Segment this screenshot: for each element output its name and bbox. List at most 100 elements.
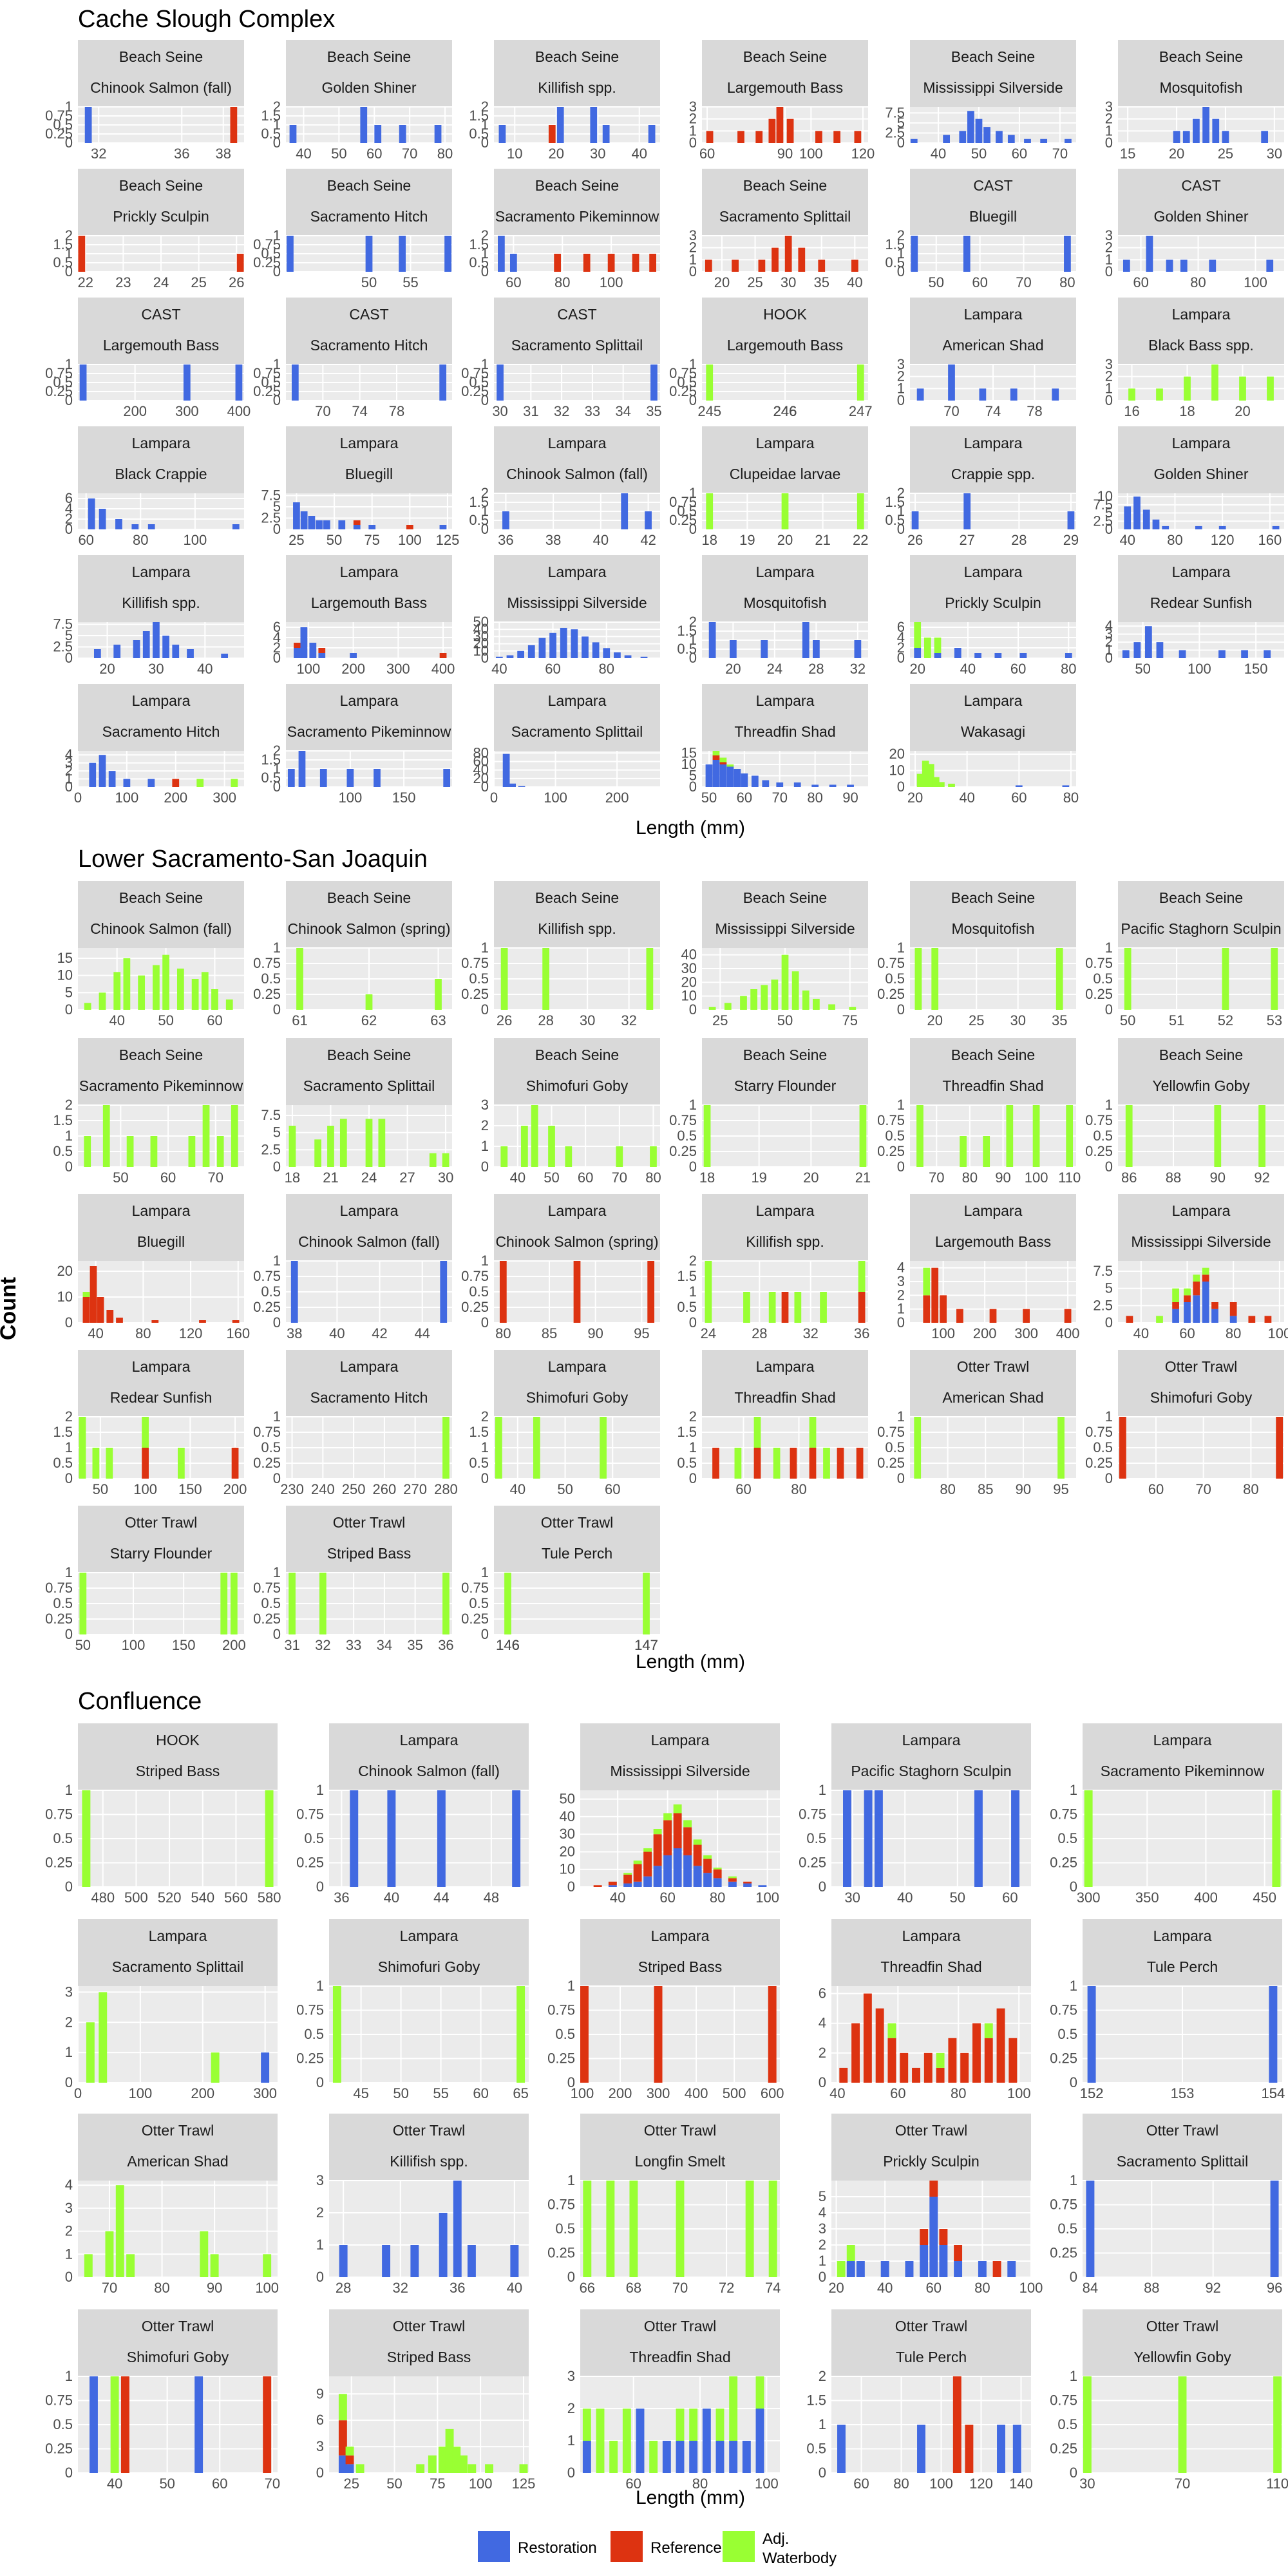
x-tick-label: 34 — [615, 403, 630, 419]
histogram-bar — [645, 511, 652, 529]
facet-method-label: Beach Seine — [951, 1046, 1035, 1063]
facet-species-label: Largemouth Bass — [103, 337, 219, 354]
x-tick-label: 51 — [1169, 1012, 1184, 1028]
x-tick-label: 80 — [1226, 1325, 1241, 1341]
y-tick-label: 0.5 — [885, 512, 905, 528]
y-tick-label: 0.25 — [877, 1143, 905, 1159]
y-tick-label: 0.75 — [461, 365, 489, 381]
histogram-bar — [608, 1885, 617, 1887]
y-tick-label: 3 — [689, 99, 697, 115]
y-tick-label: 1.5 — [469, 494, 489, 510]
y-tick-label: 1 — [65, 2246, 73, 2262]
y-tick-label: 0.25 — [1085, 986, 1113, 1002]
y-tick-label: 1 — [689, 485, 697, 501]
histogram-bar — [629, 2181, 638, 2277]
y-tick-label: 3 — [689, 227, 697, 243]
x-tick-label: 70 — [208, 1170, 223, 1186]
x-tick-label: 245 — [697, 403, 721, 419]
histogram-bar — [500, 948, 508, 1010]
x-tick-label: 33 — [346, 1637, 361, 1653]
histogram-bar — [538, 638, 546, 658]
facet-strip — [286, 1350, 452, 1417]
x-tick-label: 16 — [1124, 403, 1139, 419]
x-tick-label: 100 — [571, 2085, 594, 2101]
histogram-bar — [653, 1834, 662, 1866]
y-tick-label: 1.5 — [469, 1424, 489, 1440]
y-tick-label: 0.25 — [669, 1143, 697, 1159]
y-tick-label: 1 — [481, 245, 489, 261]
histogram-bar — [623, 1883, 632, 1887]
x-tick-label: 60 — [972, 274, 987, 290]
histogram-bar — [793, 782, 801, 787]
histogram-bar — [600, 1417, 607, 1479]
histogram-bar — [232, 1320, 240, 1323]
facet-method-label: Beach Seine — [1159, 889, 1243, 906]
facet-method-label: Beach Seine — [1159, 1046, 1243, 1063]
x-tick-label: 36 — [174, 146, 189, 162]
histogram-bar — [1152, 519, 1160, 529]
y-tick-label: 0 — [65, 2465, 73, 2481]
y-tick-label: 0.5 — [806, 2441, 826, 2457]
histogram-bar — [497, 365, 504, 401]
y-tick-label: 2 — [897, 639, 905, 656]
x-tick-label: 78 — [1027, 403, 1042, 419]
histogram-bar — [308, 516, 316, 529]
histogram-bar — [761, 640, 768, 658]
facet-strip — [78, 555, 244, 622]
histogram-bar — [162, 636, 169, 658]
histogram-bar — [705, 764, 713, 787]
x-tick-label: 62 — [361, 1012, 377, 1028]
histogram-bar — [979, 388, 987, 401]
x-tick-label: 20 — [1169, 146, 1184, 162]
x-tick-label: 154 — [1262, 2085, 1285, 2101]
y-tick-label: 0.5 — [885, 971, 905, 987]
x-tick-label: 20 — [909, 661, 925, 677]
histogram-bar — [1087, 1986, 1096, 2083]
histogram-bar — [1193, 118, 1200, 143]
facet-strip — [494, 1194, 660, 1261]
y-tick-label: 2.5 — [53, 639, 73, 655]
facet-method-label: Lampara — [340, 435, 399, 451]
histogram-bar — [200, 2231, 209, 2277]
y-tick-label: 0 — [65, 1470, 73, 1486]
y-tick-label: 0.75 — [461, 1580, 489, 1596]
histogram-bar — [912, 2067, 920, 2083]
histogram-bar — [429, 1153, 437, 1167]
histogram-bar — [728, 1881, 737, 1887]
histogram-bar — [703, 1105, 711, 1167]
y-tick-label: 0.75 — [45, 2392, 73, 2409]
y-tick-label: 2.5 — [885, 124, 905, 140]
x-tick-label: 50 — [701, 790, 717, 806]
histogram-bar — [663, 1813, 672, 1821]
x-tick-label: 50 — [361, 274, 377, 290]
y-tick-label: 0 — [897, 263, 905, 279]
x-tick-label: 55 — [402, 274, 418, 290]
facet-species-label: Shimofuri Goby — [526, 1389, 629, 1406]
facet-method-label: Lampara — [964, 435, 1023, 451]
y-tick-label: 0.5 — [677, 1128, 697, 1144]
y-tick-label: 0.25 — [1050, 1855, 1077, 1871]
histogram-bar — [509, 254, 517, 272]
x-tick-label: 33 — [585, 403, 600, 419]
x-tick-label: 50 — [928, 274, 943, 290]
facet-method-label: Lampara — [756, 692, 815, 709]
facet-species-label: Mississippi Silverside — [507, 594, 647, 611]
y-tick-label: 0 — [819, 2269, 826, 2285]
x-tick-label: 63 — [430, 1012, 446, 1028]
x-tick-label: 60 — [1002, 1889, 1018, 1906]
y-tick-label: 1 — [481, 1439, 489, 1455]
x-tick-label: 200 — [605, 790, 629, 806]
facet-method-label: Otter Trawl — [393, 2318, 465, 2334]
y-tick-label: 0 — [65, 1159, 73, 1175]
x-tick-label: 100 — [931, 1325, 955, 1341]
x-tick-label: 52 — [1218, 1012, 1233, 1028]
facet-strip — [580, 2114, 780, 2181]
